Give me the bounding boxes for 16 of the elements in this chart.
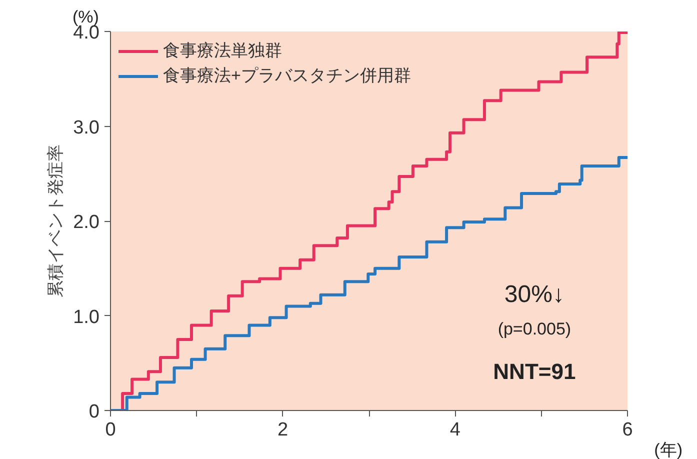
- y-tick-label: 0: [88, 402, 100, 422]
- y-axis-title: 累積イベント発症率: [46, 144, 66, 298]
- x-tick-label: 2: [278, 420, 288, 440]
- y-tick-label: 2.0: [73, 212, 100, 233]
- legend-label: 食事療法+プラバスタチン併用群: [163, 65, 411, 87]
- text: (年): [654, 440, 683, 459]
- annotation: 30%↓: [504, 281, 564, 308]
- annotation: (p=0.005): [498, 319, 572, 338]
- text: (%): [72, 8, 99, 26]
- legend-label: 食事療法単独群: [163, 40, 282, 62]
- y-tick-label: 3.0: [73, 117, 100, 138]
- x-tick-label: 6: [622, 420, 633, 440]
- x-tick-label: 4: [450, 420, 461, 440]
- x-tick-label: 0: [105, 420, 116, 440]
- annotation: NNT=91: [493, 358, 576, 384]
- y-tick-label: 1.0: [73, 306, 100, 328]
